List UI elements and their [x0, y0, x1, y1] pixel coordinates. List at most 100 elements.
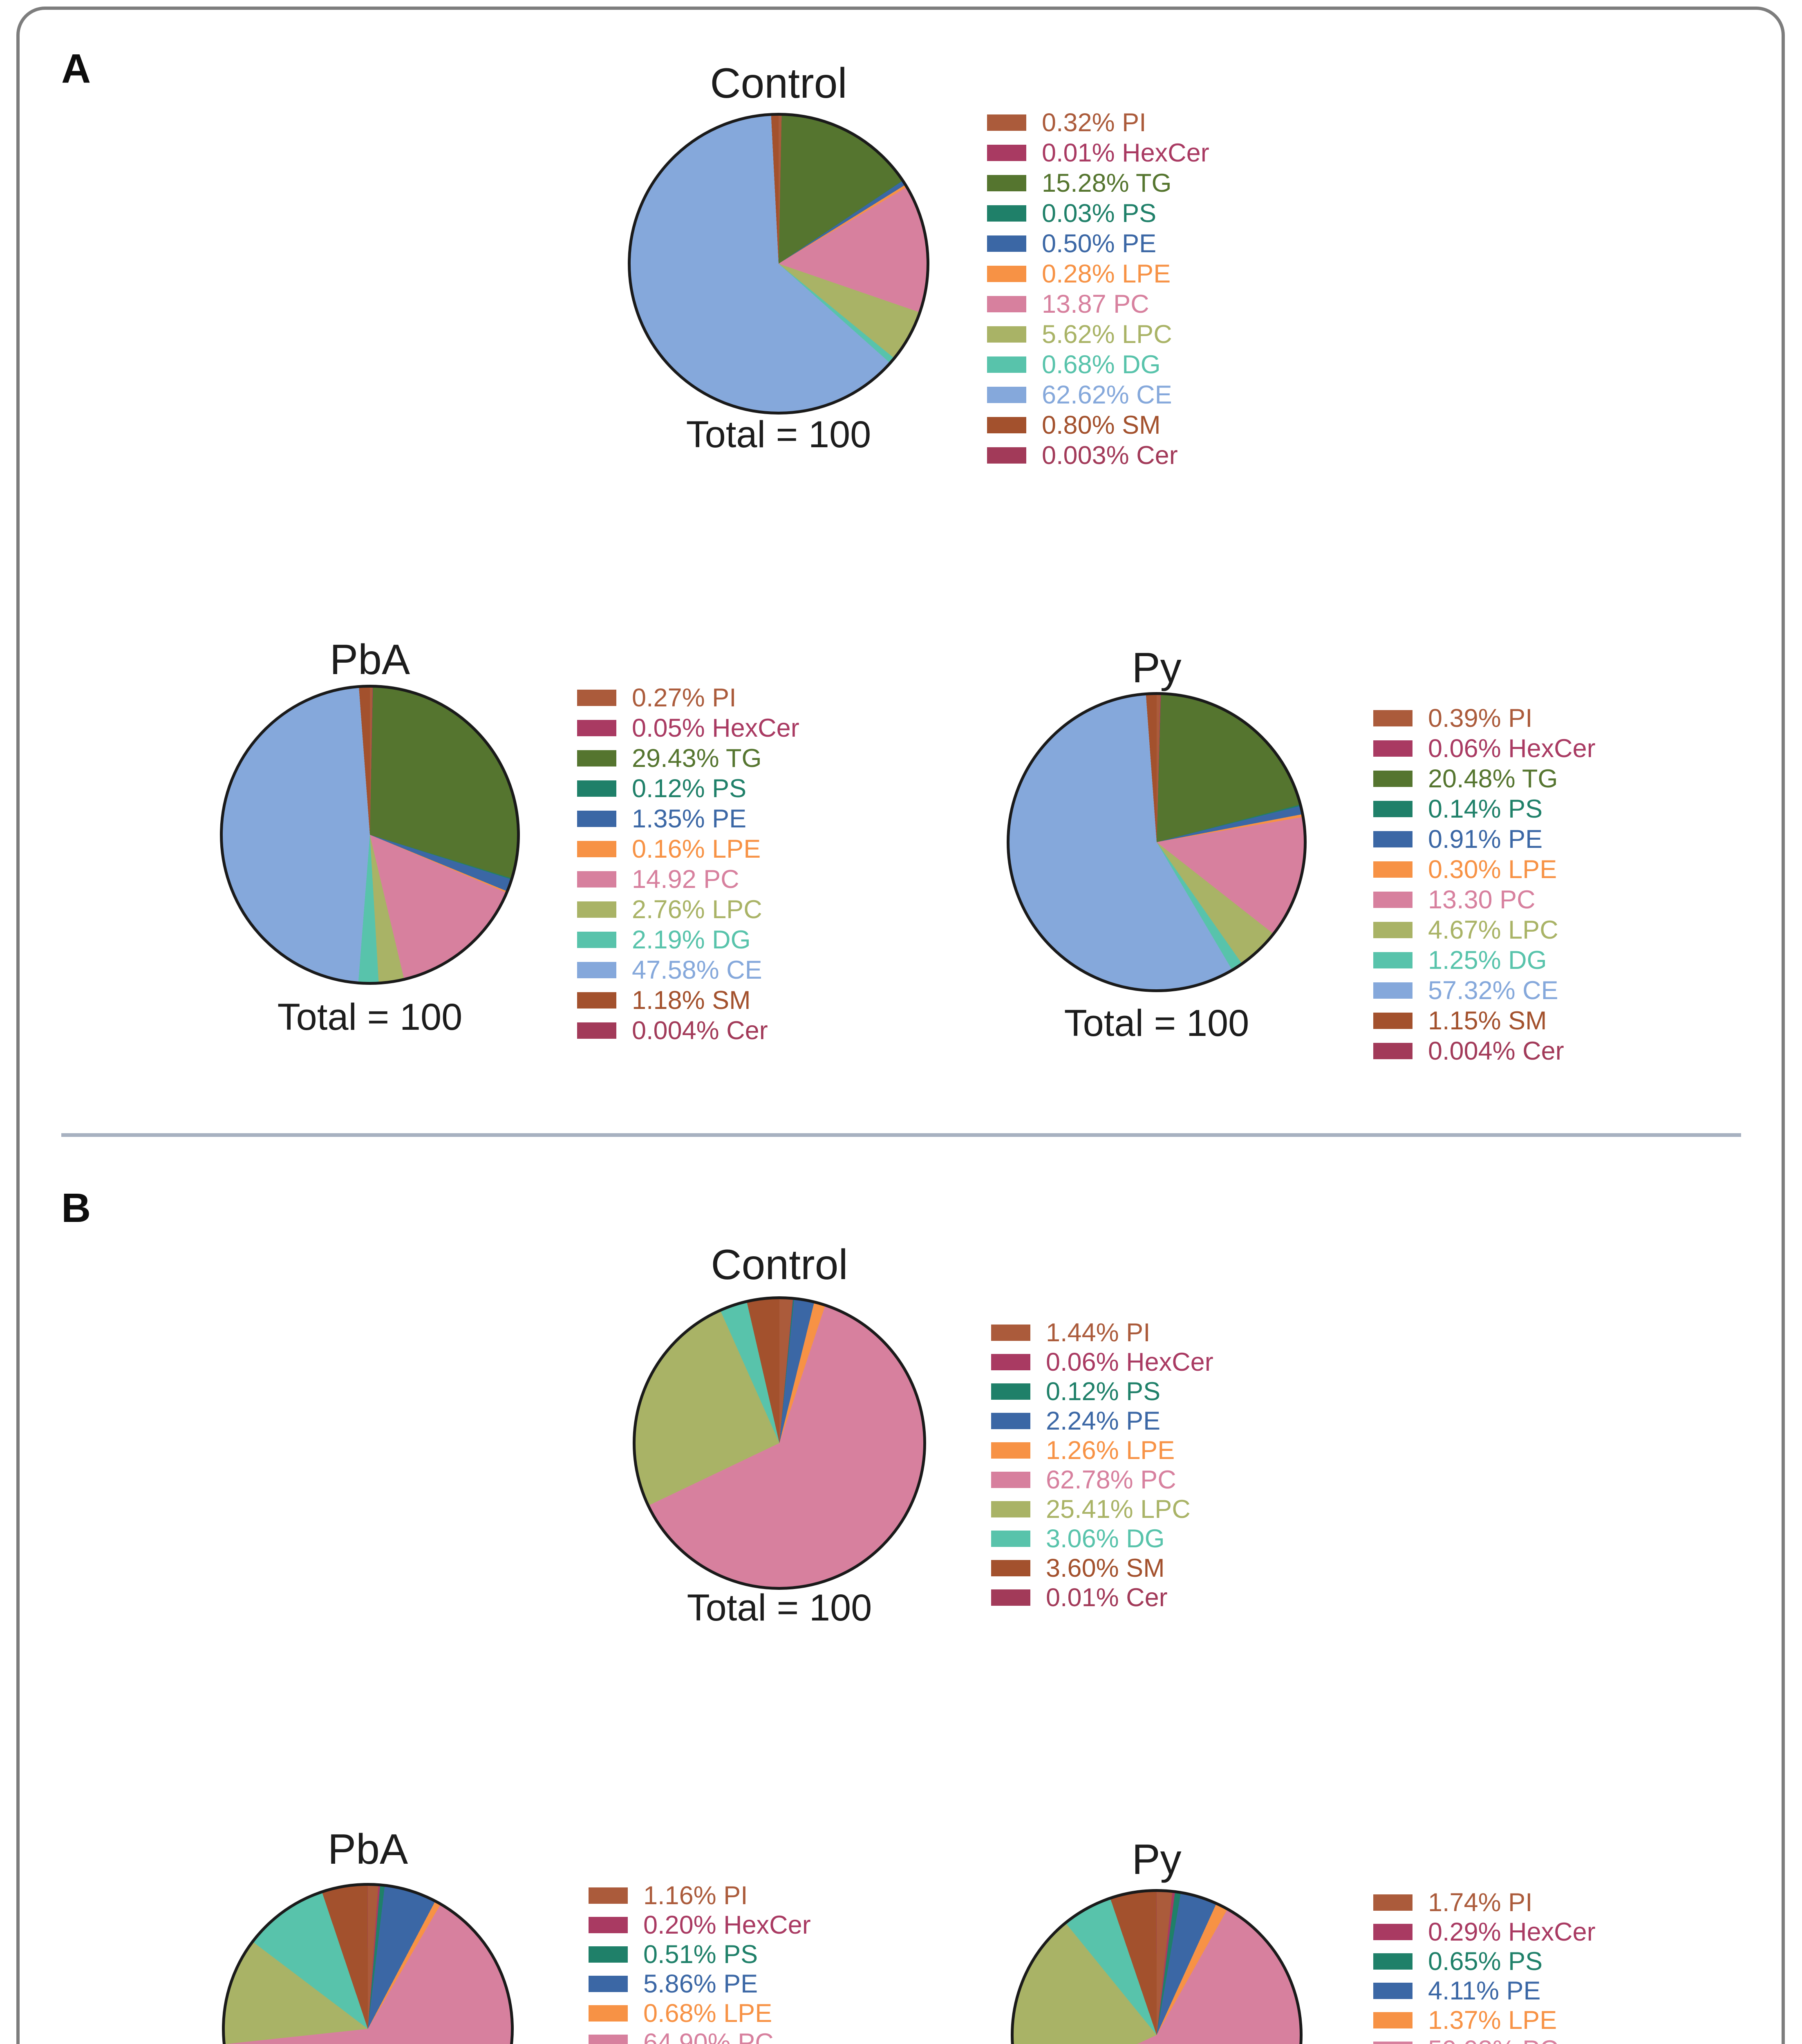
legend-item-hexcer: 0.01% HexCer	[987, 138, 1209, 168]
legend-swatch-pc	[589, 2035, 628, 2044]
total-label-a-control: Total = 100	[686, 414, 871, 455]
legend-label-pi: 0.27% PI	[632, 683, 736, 712]
legend-label-lpe: 0.30% LPE	[1428, 855, 1557, 884]
legend-a-pba: 0.27% PI 0.05% HexCer 29.43% TG 0.12% PS 1.3…	[577, 683, 799, 1046]
legend-item-ps: 0.12% PS	[991, 1377, 1213, 1406]
legend-label-lpe: 0.16% LPE	[632, 834, 761, 863]
legend-label-lpe: 0.68% LPE	[643, 1999, 772, 2028]
legend-item-pi: 0.27% PI	[577, 683, 799, 713]
legend-item-tg: 20.48% TG	[1373, 764, 1596, 794]
legend-swatch-lpc	[991, 1501, 1030, 1517]
legend-label-tg: 15.28% TG	[1042, 168, 1172, 197]
legend-swatch-cer	[577, 1022, 616, 1039]
legend-item-hexcer: 0.20% HexCer	[589, 1910, 811, 1940]
legend-item-lpe: 0.28% LPE	[987, 259, 1209, 289]
legend-item-pe: 4.11% PE	[1373, 1976, 1596, 2006]
pie-b-control	[633, 1296, 926, 1590]
legend-swatch-hexcer	[1373, 740, 1412, 757]
legend-item-hexcer: 0.29% HexCer	[1373, 1917, 1596, 1947]
legend-swatch-tg	[1373, 771, 1412, 787]
legend-swatch-dg	[1373, 952, 1412, 968]
legend-item-hexcer: 0.06% HexCer	[991, 1347, 1213, 1377]
legend-swatch-pe	[577, 811, 616, 827]
legend-item-pi: 0.39% PI	[1373, 703, 1596, 733]
legend-label-pi: 0.39% PI	[1428, 704, 1533, 733]
legend-label-cer: 0.004% Cer	[632, 1016, 768, 1045]
legend-label-pe: 0.50% PE	[1042, 229, 1157, 258]
legend-label-pi: 1.74% PI	[1428, 1888, 1533, 1917]
legend-item-ps: 0.51% PS	[589, 1940, 811, 1969]
legend-swatch-ps	[589, 1946, 628, 1963]
legend-label-sm: 1.15% SM	[1428, 1006, 1547, 1035]
pie-a-pba	[220, 685, 520, 985]
figure-border	[16, 7, 1785, 2044]
legend-label-pc: 14.92 PC	[632, 865, 739, 894]
legend-swatch-hexcer	[1373, 1924, 1412, 1940]
legend-item-ps: 0.03% PS	[987, 198, 1209, 229]
legend-swatch-ce	[577, 962, 616, 978]
total-label-a-py: Total = 100	[1064, 1002, 1249, 1044]
legend-item-ce: 62.62% CE	[987, 380, 1209, 410]
legend-swatch-pe	[589, 1976, 628, 1992]
legend-swatch-lpc	[577, 901, 616, 918]
legend-label-pc: 59.93% PC	[1428, 2037, 1558, 2044]
legend-item-sm: 1.15% SM	[1373, 1006, 1596, 1036]
legend-item-pe: 2.24% PE	[991, 1406, 1213, 1436]
legend-item-hexcer: 0.06% HexCer	[1373, 733, 1596, 764]
legend-swatch-lpe	[577, 841, 616, 857]
legend-item-pc: 14.92 PC	[577, 864, 799, 894]
legend-swatch-ps	[1373, 1953, 1412, 1970]
legend-swatch-lpe	[1373, 2012, 1412, 2028]
legend-item-dg: 0.68% DG	[987, 350, 1209, 380]
legend-label-pe: 2.24% PE	[1046, 1406, 1161, 1435]
legend-item-lpc: 5.62% LPC	[987, 319, 1209, 350]
legend-item-ps: 0.14% PS	[1373, 794, 1596, 824]
legend-swatch-tg	[577, 750, 616, 766]
legend-swatch-pi	[991, 1325, 1030, 1341]
legend-label-sm: 3.60% SM	[1046, 1553, 1165, 1582]
legend-swatch-pi	[1373, 710, 1412, 726]
legend-item-pe: 5.86% PE	[589, 1969, 811, 1999]
legend-swatch-pe	[1373, 831, 1412, 847]
legend-label-tg: 20.48% TG	[1428, 764, 1558, 793]
legend-label-hexcer: 0.06% HexCer	[1046, 1347, 1213, 1376]
legend-label-cer: 0.01% Cer	[1046, 1583, 1168, 1612]
legend-label-ps: 0.03% PS	[1042, 199, 1157, 228]
legend-item-pc: 62.78% PC	[991, 1465, 1213, 1495]
legend-item-pe: 0.91% PE	[1373, 824, 1596, 854]
legend-item-tg: 15.28% TG	[987, 168, 1209, 198]
chart-title-b-pba: PbA	[327, 1826, 408, 1873]
legend-swatch-sm	[1373, 1013, 1412, 1029]
legend-a-control: 0.32% PI 0.01% HexCer 15.28% TG 0.03% PS 0.5…	[987, 108, 1209, 471]
legend-label-lpe: 0.28% LPE	[1042, 259, 1171, 288]
legend-label-ps: 0.14% PS	[1428, 794, 1543, 823]
legend-item-dg: 1.25% DG	[1373, 945, 1596, 975]
legend-swatch-sm	[577, 992, 616, 1009]
legend-label-pe: 5.86% PE	[643, 1969, 758, 1998]
total-label-a-pba: Total = 100	[277, 996, 463, 1038]
legend-item-pi: 1.16% PI	[589, 1881, 811, 1910]
legend-label-ps: 0.51% PS	[643, 1940, 758, 1969]
legend-item-hexcer: 0.05% HexCer	[577, 713, 799, 743]
legend-item-pc: 64.90% PC	[589, 2028, 811, 2044]
legend-b-py: 1.74% PI 0.29% HexCer 0.65% PS 4.11% PE 1.37…	[1373, 1888, 1596, 2044]
legend-swatch-cer	[1373, 1043, 1412, 1059]
legend-label-lpe: 1.37% LPE	[1428, 2006, 1557, 2035]
legend-label-ce: 47.58% CE	[632, 955, 762, 984]
legend-label-tg: 29.43% TG	[632, 744, 762, 773]
legend-label-pc: 62.78% PC	[1046, 1465, 1176, 1494]
legend-swatch-tg	[987, 175, 1026, 191]
pie-a-py	[1007, 692, 1307, 992]
legend-swatch-lpc	[1373, 922, 1412, 938]
legend-label-dg: 3.06% DG	[1046, 1524, 1165, 1553]
legend-item-lpe: 1.37% LPE	[1373, 2006, 1596, 2035]
legend-item-pc: 13.87 PC	[987, 289, 1209, 319]
legend-swatch-ps	[987, 205, 1026, 222]
legend-item-tg: 29.43% TG	[577, 743, 799, 773]
